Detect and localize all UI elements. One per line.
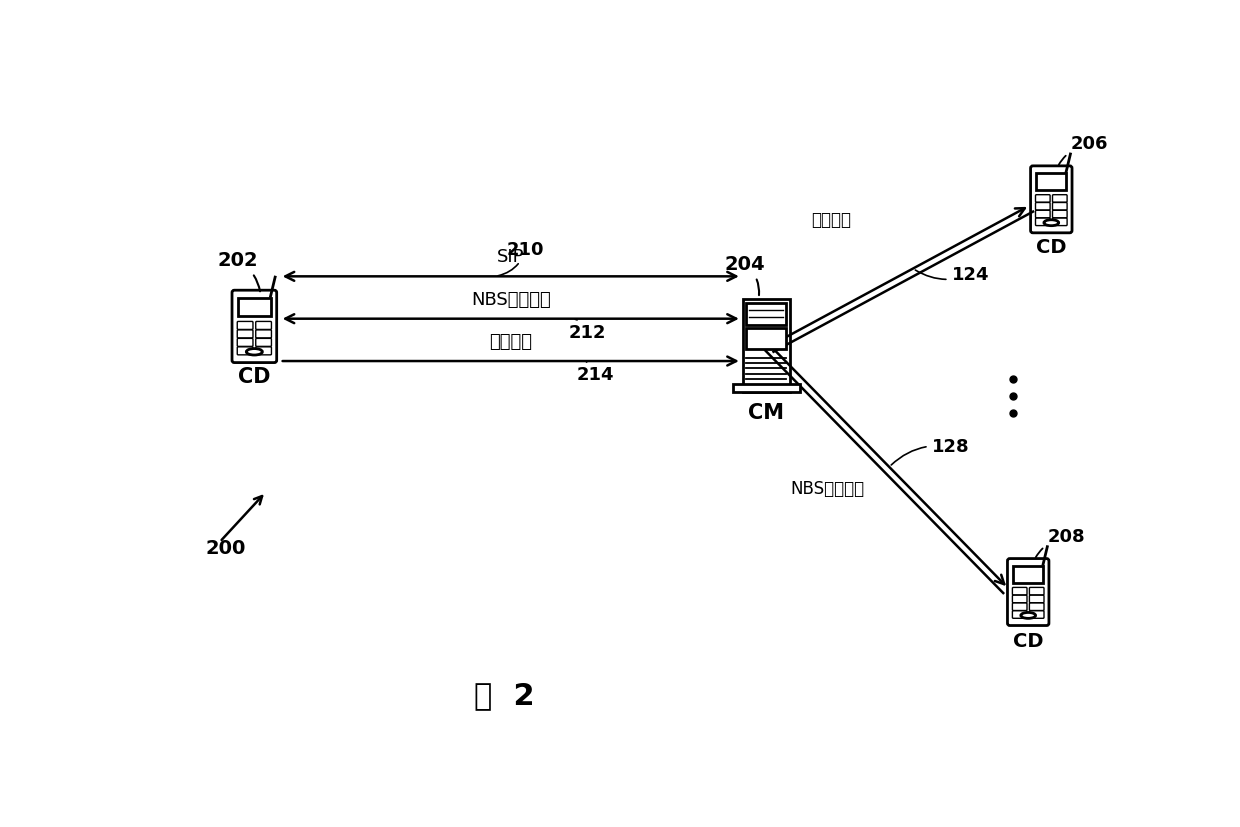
FancyBboxPatch shape xyxy=(237,322,253,329)
Text: 208: 208 xyxy=(1035,528,1085,557)
Bar xyxy=(1037,173,1066,190)
Ellipse shape xyxy=(247,349,263,355)
FancyBboxPatch shape xyxy=(1053,210,1068,218)
FancyBboxPatch shape xyxy=(1029,603,1044,610)
FancyBboxPatch shape xyxy=(1035,203,1050,210)
FancyBboxPatch shape xyxy=(255,322,272,329)
Text: 200: 200 xyxy=(206,538,247,557)
Text: 212: 212 xyxy=(568,319,606,342)
Bar xyxy=(1013,566,1043,583)
FancyBboxPatch shape xyxy=(1012,587,1027,595)
FancyBboxPatch shape xyxy=(1012,603,1027,610)
Bar xyxy=(743,299,790,392)
Bar xyxy=(746,328,786,349)
FancyBboxPatch shape xyxy=(1035,194,1050,203)
Bar xyxy=(238,298,270,316)
FancyBboxPatch shape xyxy=(1029,595,1044,603)
FancyBboxPatch shape xyxy=(1012,611,1027,619)
Text: 202: 202 xyxy=(217,251,260,291)
FancyBboxPatch shape xyxy=(232,290,277,362)
FancyBboxPatch shape xyxy=(255,330,272,338)
Text: 124: 124 xyxy=(915,266,990,284)
FancyBboxPatch shape xyxy=(237,330,253,338)
FancyBboxPatch shape xyxy=(1035,210,1050,218)
Text: 206: 206 xyxy=(1059,136,1109,165)
Text: CD: CD xyxy=(1013,632,1043,651)
FancyBboxPatch shape xyxy=(237,338,253,347)
Bar xyxy=(733,384,800,392)
Text: 媒体话务: 媒体话务 xyxy=(811,212,851,229)
FancyBboxPatch shape xyxy=(1035,218,1050,226)
Text: 214: 214 xyxy=(577,362,614,385)
FancyBboxPatch shape xyxy=(1053,203,1068,210)
Text: 媒体话务: 媒体话务 xyxy=(490,333,532,351)
Ellipse shape xyxy=(1021,613,1035,619)
Text: NBS媒体信令: NBS媒体信令 xyxy=(471,290,551,308)
FancyBboxPatch shape xyxy=(237,347,253,355)
FancyBboxPatch shape xyxy=(1029,587,1044,595)
FancyBboxPatch shape xyxy=(1029,611,1044,619)
Text: SIP: SIP xyxy=(497,248,525,266)
Text: 210: 210 xyxy=(498,241,544,275)
Bar xyxy=(746,304,786,324)
Text: CM: CM xyxy=(749,404,785,423)
FancyBboxPatch shape xyxy=(1012,595,1027,603)
Text: CD: CD xyxy=(238,367,270,387)
Text: CD: CD xyxy=(1037,238,1066,257)
FancyBboxPatch shape xyxy=(1053,194,1068,203)
Text: 204: 204 xyxy=(724,256,765,295)
Ellipse shape xyxy=(1044,220,1059,226)
Text: 图  2: 图 2 xyxy=(474,681,534,710)
FancyBboxPatch shape xyxy=(1030,166,1073,233)
FancyBboxPatch shape xyxy=(1007,558,1049,625)
FancyBboxPatch shape xyxy=(255,347,272,355)
FancyBboxPatch shape xyxy=(255,338,272,347)
Text: 128: 128 xyxy=(892,437,970,465)
Text: NBS媒体信令: NBS媒体信令 xyxy=(791,480,864,498)
FancyBboxPatch shape xyxy=(1053,218,1068,226)
